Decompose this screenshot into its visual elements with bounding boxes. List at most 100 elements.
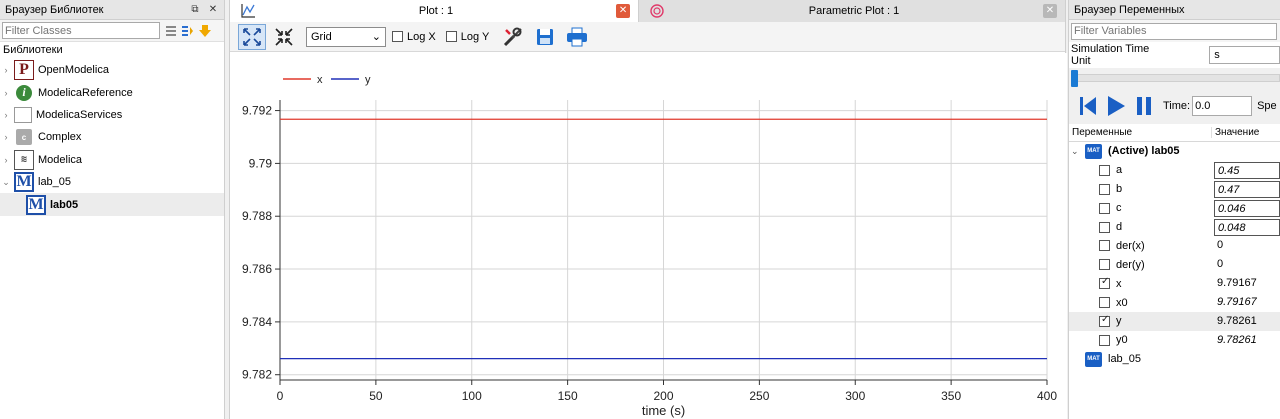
tree-item-modelicaservices[interactable]: › ModelicaServices xyxy=(0,104,224,126)
dataset-active-lab05[interactable]: ⌄ MAT (Active) lab05 xyxy=(1069,142,1280,161)
fit-in-view-button[interactable] xyxy=(270,24,298,50)
line-chart[interactable]: 0 50 100 150 200 250 300 350 400 9.782 9.784 9.786 9… xyxy=(230,53,1067,419)
variable-checkbox[interactable] xyxy=(1099,164,1110,176)
variable-name: der(x) xyxy=(1116,239,1145,252)
variables-browser-panel: Браузер Переменных Simulation Time Unit … xyxy=(1068,0,1280,419)
y-tick-label: 9.782 xyxy=(242,368,272,382)
close-tab-icon[interactable]: ✕ xyxy=(1043,4,1057,18)
expand-arrow-icon[interactable]: › xyxy=(4,109,8,120)
variable-checkbox[interactable] xyxy=(1099,297,1110,309)
variable-row[interactable]: der(x) 0 xyxy=(1069,236,1280,255)
variable-value-input[interactable]: 0.45 xyxy=(1214,161,1280,179)
tree-item-label: lab_05 xyxy=(38,176,72,189)
expand-all-icon[interactable] xyxy=(181,24,195,38)
library-browser-panel: Браузер Библиотек ⧉ ✕ Библиотеки › P Ope… xyxy=(0,0,225,419)
variable-checkbox[interactable] xyxy=(1099,240,1110,252)
setup-button[interactable] xyxy=(499,24,527,50)
tab-parametric-plot-1[interactable]: Parametric Plot : 1 ✕ xyxy=(639,0,1065,22)
simulation-time-unit-select[interactable]: s xyxy=(1209,46,1280,64)
variable-checkbox[interactable] xyxy=(1099,183,1110,195)
pause-button[interactable] xyxy=(1131,93,1157,119)
expand-arrow-icon[interactable]: › xyxy=(4,87,8,98)
collapse-all-icon[interactable] xyxy=(164,24,178,38)
print-plot-button[interactable] xyxy=(563,24,591,50)
column-header-variables[interactable]: Переменные xyxy=(1072,127,1133,138)
variable-value-input[interactable]: 0.046 xyxy=(1214,199,1280,217)
rewind-button[interactable] xyxy=(1075,93,1101,119)
variable-checkbox[interactable] xyxy=(1099,259,1110,271)
variable-checkbox[interactable] xyxy=(1099,221,1110,233)
mat-file-icon: MAT xyxy=(1085,351,1102,367)
auto-scale-button[interactable] xyxy=(238,23,266,50)
variable-row[interactable]: c 0.046 xyxy=(1069,199,1280,218)
legend-label-y[interactable]: y xyxy=(365,74,371,86)
variable-row[interactable]: x 9.79167 xyxy=(1069,274,1280,293)
tree-item-label: OpenModelica xyxy=(38,64,109,77)
variables-browser-title: Браузер Переменных xyxy=(1074,3,1185,16)
time-label: Time: xyxy=(1163,100,1191,112)
play-button[interactable] xyxy=(1103,93,1129,119)
tree-item-openmodelica[interactable]: › P OpenModelica xyxy=(0,59,224,81)
tree-item-lab-05[interactable]: ⌄ M lab_05 xyxy=(0,171,224,193)
variable-value-input[interactable]: 0.47 xyxy=(1214,180,1280,198)
variable-name: c xyxy=(1116,202,1122,215)
tree-item-complex[interactable]: › c Complex xyxy=(0,126,224,148)
tree-item-modelica[interactable]: › ≋ Modelica xyxy=(0,149,224,171)
x-tick-label: 200 xyxy=(653,389,673,403)
tree-item-lab05[interactable]: M lab05 xyxy=(0,193,224,216)
column-header-value[interactable]: Значение xyxy=(1211,127,1277,138)
variable-row[interactable]: y 9.78261 xyxy=(1069,312,1280,331)
grid-select[interactable]: Grid ⌄ xyxy=(306,26,386,47)
save-plot-button[interactable] xyxy=(531,24,559,50)
modelica-library-icon: ≋ xyxy=(14,149,34,170)
x-tick-label: 300 xyxy=(845,389,865,403)
time-slider[interactable] xyxy=(1069,68,1280,88)
variable-checkbox[interactable] xyxy=(1099,334,1110,346)
variable-row[interactable]: d 0.048 xyxy=(1069,218,1280,237)
variable-value-input[interactable]: 0.048 xyxy=(1214,218,1280,236)
dataset-lab-05[interactable]: MAT lab_05 xyxy=(1069,350,1280,369)
collapse-arrow-icon[interactable]: ⌄ xyxy=(1071,145,1079,156)
variable-row[interactable]: y0 9.78261 xyxy=(1069,331,1280,350)
filter-classes-input[interactable] xyxy=(2,22,160,39)
variable-row[interactable]: der(y) 0 xyxy=(1069,255,1280,274)
library-browser-title: Браузер Библиотек xyxy=(5,3,104,16)
tree-item-modelicareference[interactable]: › i ModelicaReference xyxy=(0,81,224,103)
fit-in-view-icon xyxy=(275,27,293,46)
scroll-to-active-icon[interactable] xyxy=(198,24,212,38)
time-input[interactable]: 0.0 xyxy=(1192,96,1253,116)
tree-item-label: Modelica xyxy=(38,153,83,166)
time-slider-track[interactable] xyxy=(1071,74,1280,82)
expand-arrow-icon[interactable]: › xyxy=(4,154,8,165)
auto-scale-icon xyxy=(243,27,261,46)
legend-label-x[interactable]: x xyxy=(317,74,323,86)
variable-row[interactable]: x0 9.79167 xyxy=(1069,293,1280,312)
filter-variables-input[interactable] xyxy=(1071,22,1277,40)
expand-arrow-icon[interactable]: › xyxy=(4,132,8,143)
log-y-checkbox[interactable]: Log Y xyxy=(445,31,489,43)
library-filter-row xyxy=(0,20,224,42)
variable-checkbox[interactable] xyxy=(1099,202,1110,214)
log-x-checkbox-box[interactable] xyxy=(392,31,403,42)
mat-file-icon: MAT xyxy=(1085,143,1102,159)
close-panel-icon[interactable]: ✕ xyxy=(208,3,218,15)
variable-row[interactable]: a 0.45 xyxy=(1069,161,1280,180)
time-slider-handle[interactable] xyxy=(1071,70,1078,87)
variable-value: 0 xyxy=(1217,239,1224,252)
variable-checkbox[interactable] xyxy=(1099,276,1110,290)
float-panel-icon[interactable]: ⧉ xyxy=(191,3,199,15)
log-x-checkbox[interactable]: Log X xyxy=(392,31,436,43)
wrench-icon xyxy=(504,27,523,46)
log-y-checkbox-box[interactable] xyxy=(445,31,457,42)
speed-label: Spe xyxy=(1257,100,1277,112)
variable-checkbox[interactable] xyxy=(1099,314,1110,327)
variable-row[interactable]: b 0.47 xyxy=(1069,180,1280,199)
grid-select-value: Grid xyxy=(311,30,332,43)
expand-arrow-icon[interactable]: › xyxy=(4,65,8,76)
tab-plot-1[interactable]: Plot : 1 ✕ xyxy=(230,0,640,22)
plot-area[interactable]: 0 50 100 150 200 250 300 350 400 9.782 9.784 9.786 9… xyxy=(230,53,1067,419)
variable-name: der(y) xyxy=(1116,258,1145,271)
close-tab-icon[interactable]: ✕ xyxy=(616,4,631,18)
tab-plot-1-label: Plot : 1 xyxy=(418,5,454,17)
collapse-arrow-icon[interactable]: ⌄ xyxy=(2,176,10,187)
